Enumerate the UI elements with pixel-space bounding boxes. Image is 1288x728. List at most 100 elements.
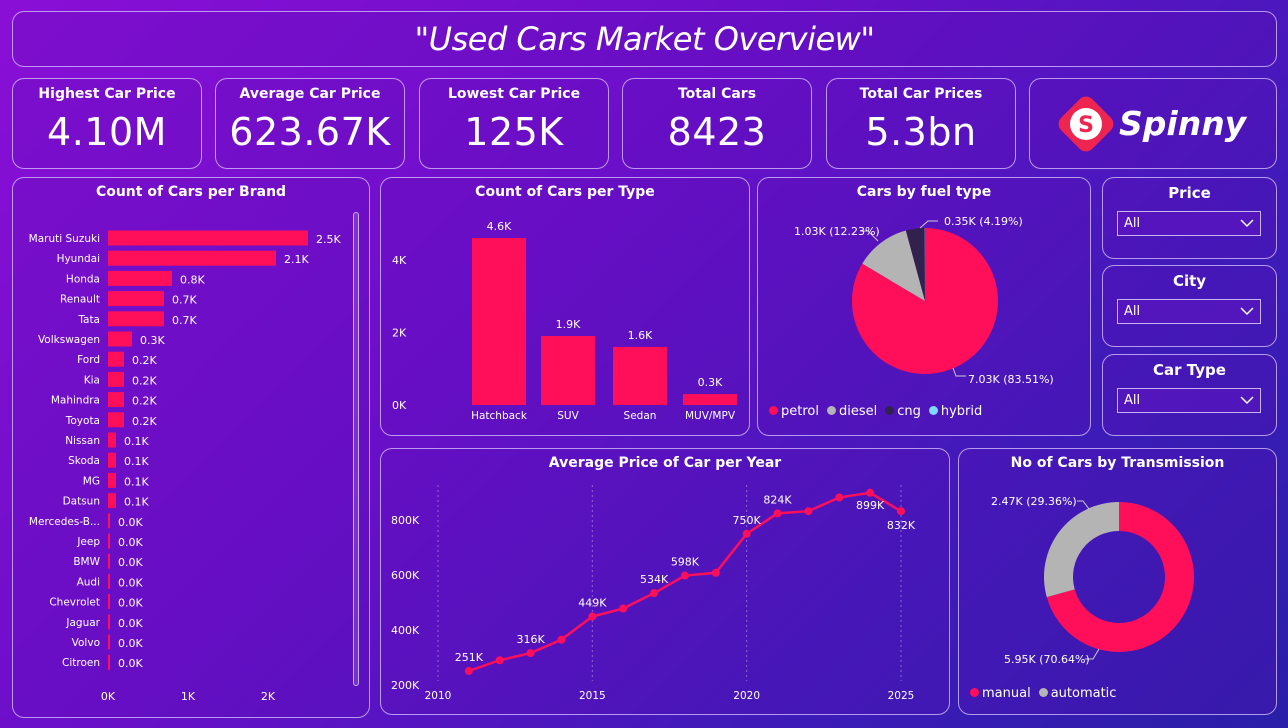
- legend-item-manual[interactable]: manual: [970, 686, 1031, 701]
- transmission-chart-title: No of Cars by Transmission: [1010, 455, 1225, 471]
- legend-item-diesel[interactable]: diesel: [826, 404, 877, 419]
- brand-chart-panel: Count of Cars per Brand Maruti Suzuki 2.5…: [12, 177, 370, 718]
- city-slicer: City All: [1102, 265, 1277, 347]
- price-point-label: 750K: [733, 514, 762, 527]
- logo-text: Spinny: [1119, 104, 1248, 143]
- brand-data-label: 0.7K: [172, 294, 197, 307]
- brand-label: Skoda: [68, 455, 100, 467]
- brand-label: BMW: [73, 556, 100, 568]
- brand-label: Honda: [66, 273, 100, 285]
- type-x-label: MUV/MPV: [685, 410, 736, 422]
- type-chart-title: Count of Cars per Type: [475, 184, 655, 200]
- price-point: [835, 493, 844, 502]
- brand-data-label: 0.2K: [132, 395, 157, 408]
- legend-item-cng[interactable]: cng: [885, 404, 921, 419]
- kpi-value: 623.67K: [229, 110, 391, 154]
- legend-item-automatic[interactable]: automatic: [1038, 686, 1116, 701]
- legend-item-petrol[interactable]: petrol: [769, 404, 819, 419]
- kpi-average-price: Average Car Price 623.67K: [215, 78, 405, 169]
- brand-bar: [108, 230, 308, 246]
- brand-label: Chevrolet: [49, 597, 100, 609]
- brand-bar: [108, 573, 110, 589]
- brand-bar: [108, 311, 164, 327]
- brand-x-tick: 1K: [181, 690, 196, 703]
- brand-data-label: 0.0K: [118, 576, 143, 589]
- logo-circle: [1070, 107, 1102, 140]
- fuel-slice-diesel: [862, 230, 925, 301]
- dashboard-title: "Used Cars Market Overview": [414, 20, 875, 58]
- type-x-label: Hatchback: [471, 410, 528, 422]
- brand-bar: [108, 351, 124, 367]
- type-bar: [683, 394, 737, 405]
- brand-bar: [108, 553, 110, 569]
- fuel-leader: [860, 230, 879, 242]
- kpi-label: Total Car Prices: [859, 86, 983, 102]
- brand-label: Tata: [77, 314, 100, 326]
- transmission-slice-manual: [1046, 502, 1194, 652]
- brand-bar: [108, 291, 164, 307]
- brand-data-label: 0.0K: [118, 597, 143, 610]
- transmission-donut-chart: 5.95K (70.64%) 2.47K (29.36%): [991, 495, 1194, 666]
- brand-bar-chart: Maruti Suzuki 2.5K Hyundai 2.1K Honda 0.8K Ren…: [29, 230, 341, 703]
- brand-label: Mercedes-B...: [29, 516, 100, 528]
- brand-chart-scrollbar[interactable]: [353, 212, 359, 686]
- brand-data-label: 0.1K: [124, 435, 149, 448]
- fuel-leader: [919, 220, 938, 229]
- fuel-label-diesel: 1.03K (12.23%): [794, 225, 880, 238]
- price-point: [588, 612, 597, 621]
- price-point-label: 899K: [856, 499, 885, 512]
- chevron-down-icon: [1240, 396, 1254, 405]
- brand-bar: [108, 331, 132, 347]
- brand-label: MG: [83, 475, 100, 487]
- line-y-tick: 800K: [391, 514, 420, 527]
- transmission-chart-panel: No of Cars by Transmission 5.95K (70.64%…: [958, 448, 1277, 715]
- brand-bar: [108, 452, 116, 468]
- brand-data-label: 0.0K: [118, 617, 143, 630]
- brand-label: Mahindra: [51, 395, 100, 407]
- kpi-total-car-prices: Total Car Prices 5.3bn: [826, 78, 1016, 169]
- brand-label: Jeep: [76, 536, 100, 548]
- brand-bar: [108, 614, 110, 630]
- city-dropdown-value: All: [1124, 304, 1141, 319]
- type-data-label: 1.6K: [628, 329, 653, 342]
- kpi-label: Average Car Price: [239, 86, 381, 102]
- city-dropdown[interactable]: All: [1117, 299, 1261, 324]
- car-type-dropdown[interactable]: All: [1117, 388, 1261, 413]
- price-point: [680, 571, 689, 580]
- type-x-label: SUV: [557, 410, 579, 422]
- type-data-label: 4.6K: [487, 220, 512, 233]
- kpi-label: Lowest Car Price: [447, 86, 581, 102]
- brand-chart-title: Count of Cars per Brand: [95, 184, 287, 200]
- price-slicer: Price All: [1102, 177, 1277, 259]
- price-point: [742, 529, 751, 538]
- brand-data-label: 0.2K: [132, 374, 157, 387]
- brand-bar: [108, 371, 124, 387]
- price-point: [711, 568, 720, 577]
- fuel-leader: [952, 367, 966, 377]
- type-data-label: 0.3K: [698, 376, 723, 389]
- price-year-chart-title: Average Price of Car per Year: [548, 455, 782, 471]
- line-x-tick: 2015: [579, 690, 606, 702]
- price-point-label: 449K: [578, 597, 607, 610]
- price-point: [526, 649, 535, 658]
- brand-label: Kia: [84, 374, 100, 386]
- brand-label: Volkswagen: [38, 334, 100, 346]
- fuel-label-cng: 0.35K (4.19%): [944, 215, 1023, 228]
- price-slicer-title: Price: [1168, 184, 1211, 202]
- brand-bar: [108, 432, 116, 448]
- brand-bar: [108, 472, 116, 488]
- car-type-dropdown-value: All: [1124, 393, 1141, 408]
- price-point: [650, 589, 659, 598]
- kpi-label: Total Cars: [677, 86, 757, 102]
- type-x-label: Sedan: [624, 410, 657, 422]
- car-type-slicer-title: Car Type: [1153, 361, 1226, 379]
- price-point: [897, 507, 905, 516]
- price-dropdown[interactable]: All: [1117, 211, 1261, 236]
- line-x-tick: 2025: [888, 690, 915, 702]
- legend-item-hybrid[interactable]: hybrid: [928, 404, 982, 419]
- brand-label: Renault: [60, 294, 100, 306]
- brand-x-tick: 2K: [261, 690, 276, 703]
- price-point-label: 534K: [640, 573, 669, 586]
- line-y-tick: 600K: [391, 569, 420, 582]
- kpi-label: Highest Car Price: [38, 86, 176, 102]
